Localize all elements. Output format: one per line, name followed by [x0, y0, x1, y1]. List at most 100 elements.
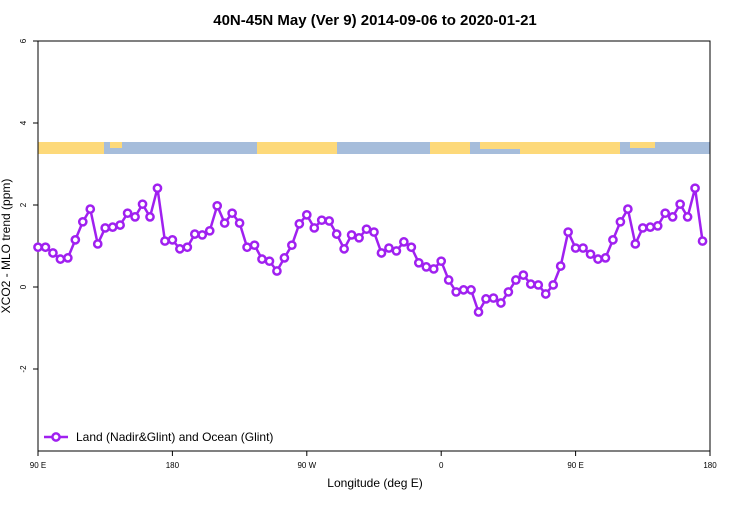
data-point — [615, 216, 626, 227]
chart-title: 40N-45N May (Ver 9) 2014-09-06 to 2020-0… — [213, 12, 537, 29]
data-point — [682, 212, 693, 222]
data-point — [503, 287, 514, 297]
data-point — [533, 280, 544, 290]
x-tick-label: 90 W — [297, 461, 316, 470]
data-point — [540, 289, 551, 299]
land-band — [257, 142, 337, 154]
data-point — [585, 249, 596, 260]
y-tick-label: 2 — [19, 202, 28, 207]
land-band — [520, 142, 620, 154]
data-point — [152, 183, 163, 194]
land-band — [110, 142, 122, 148]
data-point — [63, 253, 73, 263]
data-point — [652, 221, 663, 231]
data-point — [511, 275, 521, 285]
data-point — [70, 235, 81, 245]
data-point — [608, 235, 618, 245]
data-point — [234, 218, 245, 228]
y-tick-label: -2 — [19, 365, 28, 373]
data-point — [55, 254, 66, 264]
data-point — [167, 235, 178, 245]
x-tick-label: 90 E — [30, 461, 46, 470]
data-point — [249, 240, 260, 251]
data-point — [354, 232, 364, 243]
data-point — [115, 220, 125, 230]
x-tick-label: 180 — [166, 461, 180, 470]
land-ocean-strip — [38, 142, 710, 154]
data-point — [443, 275, 454, 285]
data-point — [637, 223, 648, 233]
data-point — [451, 287, 461, 297]
data-point — [376, 248, 387, 258]
data-point — [33, 242, 43, 253]
data-point — [107, 222, 118, 232]
data-point — [294, 219, 305, 229]
data-point — [518, 270, 529, 280]
land-band — [480, 142, 520, 149]
data-point — [219, 218, 230, 228]
data-point — [100, 223, 111, 233]
data-point — [40, 242, 51, 253]
data-point — [399, 237, 409, 247]
data-point — [675, 199, 685, 210]
data-point — [331, 229, 342, 239]
data-point — [384, 243, 394, 253]
data-point — [436, 256, 447, 267]
legend-label: Land (Nadir&Glint) and Ocean (Glint) — [76, 430, 273, 444]
data-point — [48, 248, 58, 258]
data-point — [257, 254, 267, 264]
legend-marker — [51, 432, 61, 442]
data-point — [466, 285, 476, 295]
data-point — [212, 200, 223, 211]
land-band — [430, 142, 470, 154]
data-point — [623, 204, 633, 214]
data-point — [137, 199, 148, 210]
y-tick-label: 6 — [19, 38, 28, 43]
data-point — [301, 209, 312, 220]
series-line — [38, 187, 704, 316]
data-point — [481, 294, 491, 304]
data-point — [346, 230, 357, 240]
data-point — [122, 208, 133, 219]
data-point — [77, 216, 88, 227]
data-point — [361, 224, 372, 235]
data-point — [578, 243, 588, 253]
data-point — [92, 239, 103, 249]
data-point — [130, 212, 140, 222]
data-point — [339, 244, 349, 254]
data-point — [369, 227, 379, 237]
data-point — [660, 208, 671, 219]
data-point — [428, 264, 439, 274]
data-point — [316, 215, 327, 226]
data-point — [496, 298, 506, 308]
y-tick-label: 4 — [19, 120, 28, 125]
data-point — [272, 266, 282, 276]
data-point — [324, 216, 335, 226]
data-point — [309, 223, 320, 233]
data-point — [525, 279, 536, 289]
data-point — [242, 242, 252, 253]
data-point — [548, 280, 559, 290]
data-point — [189, 229, 200, 239]
data-point — [458, 285, 469, 295]
data-point — [697, 236, 708, 246]
data-point — [421, 262, 432, 272]
data-point — [645, 222, 656, 232]
land-band — [630, 142, 655, 148]
data-point — [145, 212, 155, 222]
data-point — [391, 246, 402, 256]
data-point — [555, 261, 566, 271]
data-point — [667, 212, 678, 222]
data-point — [473, 307, 484, 317]
data-point — [600, 253, 611, 263]
data-point — [690, 183, 700, 194]
data-point — [182, 242, 193, 253]
x-tick-label: 180 — [703, 461, 717, 470]
land-band — [38, 142, 104, 154]
data-point — [197, 230, 208, 240]
data-point — [85, 204, 96, 214]
data-point — [204, 225, 215, 236]
data-point — [160, 236, 170, 246]
data-point — [570, 243, 581, 253]
